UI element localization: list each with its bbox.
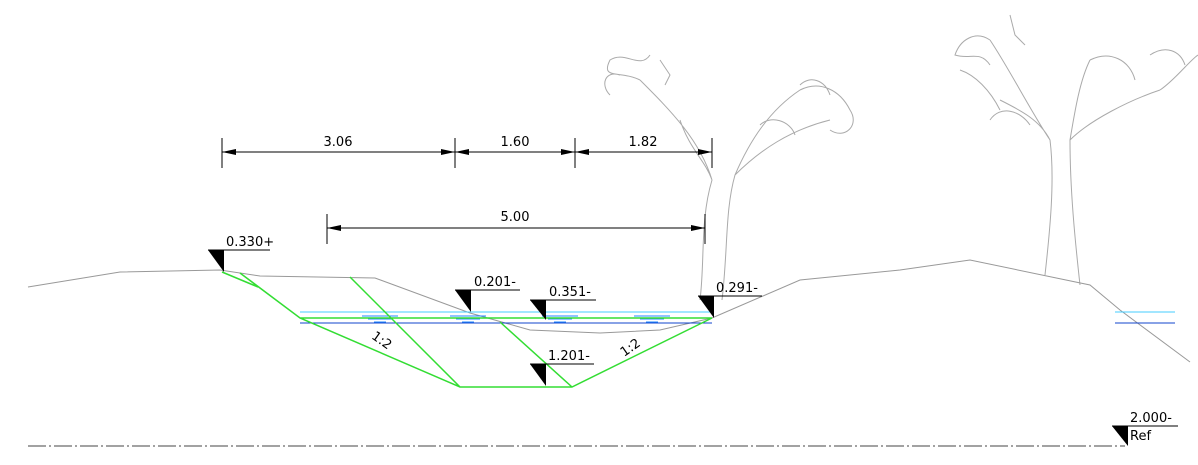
dimension-label: 1.60 [501,135,530,150]
reference-label: Ref [1130,429,1151,444]
elevation-marker: 0.291- [698,281,762,318]
tree-right [954,14,1198,286]
elevation-label: 0.351- [549,285,591,300]
elevation-label: 1.201- [548,349,590,364]
elevation-marker: 0.201- [455,275,520,312]
water-symbols [362,315,670,323]
elevation-label: 0.330+ [226,235,274,250]
channel-outline [221,271,713,388]
elevation-marker: 0.330+ [208,235,274,272]
elevation-marker: 0.351- [530,285,596,320]
elevation-marker: 2.000- Ref [1112,411,1178,446]
elevation-label: 2.000- [1130,411,1172,426]
elevation-marker: 1.201- [530,349,594,386]
dimension-label: 3.06 [324,135,353,150]
slope-label: 1:2 [618,336,644,360]
elevation-label: 0.291- [716,281,758,296]
elevation-label: 0.201- [474,275,516,290]
dimension-label: 5.00 [501,210,530,225]
tree-left [604,54,854,301]
dimension-arrows [222,149,712,231]
dimension-label: 1.82 [629,135,658,150]
ground-line [27,259,1191,363]
